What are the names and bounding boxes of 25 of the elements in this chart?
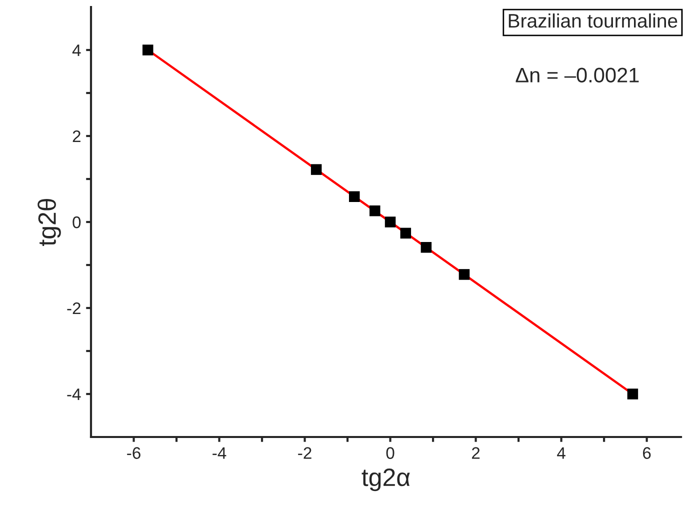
x-tick-label: -4 <box>212 447 226 459</box>
y-tick-label: 2 <box>72 130 80 142</box>
y-tick-label: 4 <box>72 44 81 56</box>
point <box>420 242 432 253</box>
y-tick-label: -2 <box>67 302 80 314</box>
point <box>384 216 396 228</box>
point <box>458 269 470 280</box>
point <box>310 164 322 175</box>
point <box>370 205 380 216</box>
y-tick-label: 0 <box>72 216 81 228</box>
x-tick-label: 0 <box>386 447 394 459</box>
annotation: Brazilian tourmaline <box>508 13 678 28</box>
y-axis-title: tg2θ <box>38 198 61 246</box>
y-tick-label: -4 <box>67 388 81 400</box>
x-tick-label: 4 <box>557 447 566 459</box>
point <box>627 388 638 400</box>
x-axis-title: tg2α <box>362 468 410 492</box>
x-tick-label: 2 <box>472 447 480 459</box>
point <box>142 44 154 56</box>
x-tick-label: 6 <box>643 447 651 459</box>
point <box>400 228 412 239</box>
annotation: Δn = –0.0021 <box>516 68 639 83</box>
x-tick-label: -2 <box>298 447 312 459</box>
point <box>348 191 360 202</box>
x-tick-label: -6 <box>127 447 140 459</box>
